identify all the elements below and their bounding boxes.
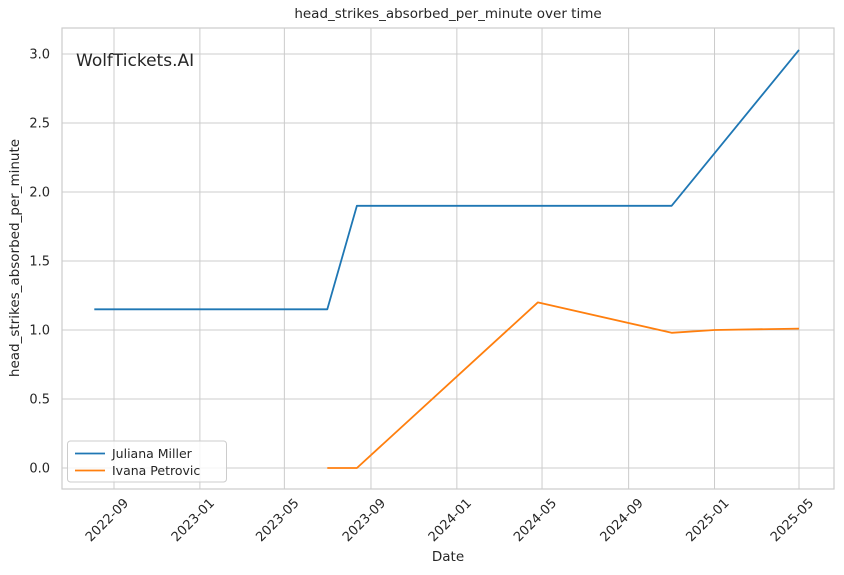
series-line-ivana-petrovic <box>327 301 800 469</box>
y-tick-label: 0.0 <box>29 462 50 477</box>
y-tick-label: 1.5 <box>29 255 50 270</box>
x-tick-label: 2023-01 <box>169 496 218 545</box>
plot-border <box>61 27 835 490</box>
x-tick-label: 2023-05 <box>253 496 302 545</box>
x-tick-label: 2023-09 <box>340 496 389 545</box>
watermark: WolfTickets.AI <box>76 51 194 71</box>
x-axis-label: Date <box>432 549 464 565</box>
y-tick-label: 2.5 <box>29 117 50 132</box>
series-layer <box>94 49 800 469</box>
x-tick-label: 2025-05 <box>768 496 817 545</box>
series-line-juliana-miller <box>94 49 800 311</box>
y-axis-label: head_strikes_absorbed_per_minute <box>7 139 23 377</box>
legend-label-juliana-miller: Juliana Miller <box>111 446 193 461</box>
legend: Juliana Miller Ivana Petrovic <box>67 440 227 483</box>
grid-layer <box>62 28 834 489</box>
chart-title: head_strikes_absorbed_per_minute over ti… <box>294 6 601 22</box>
y-tick-labels: 0.0 0.5 1.0 1.5 2.0 2.5 3.0 <box>29 48 50 477</box>
x-tick-label: 2024-05 <box>511 496 560 545</box>
x-tick-label: 2024-09 <box>598 496 647 545</box>
legend-label-ivana-petrovic: Ivana Petrovic <box>112 463 200 478</box>
y-tick-label: 2.0 <box>29 186 50 201</box>
y-tick-label: 0.5 <box>29 393 50 408</box>
legend-box <box>67 440 227 483</box>
x-tick-labels: 2022-09 2023-01 2023-05 2023-09 2024-01 2024-… <box>83 496 817 545</box>
y-tick-label: 3.0 <box>29 48 50 63</box>
x-tick-label: 2024-01 <box>426 496 475 545</box>
x-tick-label: 2025-01 <box>684 496 733 545</box>
y-tick-label: 1.0 <box>29 324 50 339</box>
x-tick-label: 2022-09 <box>83 496 132 545</box>
